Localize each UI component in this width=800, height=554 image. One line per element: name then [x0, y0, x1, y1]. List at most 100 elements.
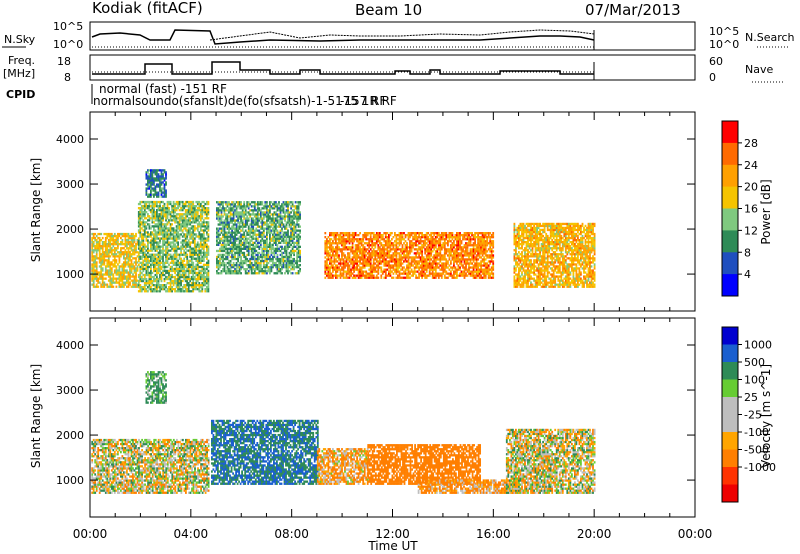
- heatmap-cell: [416, 276, 419, 279]
- heatmap-cell: [374, 268, 377, 271]
- heatmap-cell: [223, 257, 226, 261]
- heatmap-cell: [198, 249, 201, 252]
- heatmap-cell: [345, 260, 348, 263]
- heatmap-cell: [199, 277, 202, 281]
- heatmap-cell: [216, 227, 218, 230]
- heatmap-cell: [234, 221, 236, 224]
- heatmap-cell: [189, 249, 192, 252]
- heatmap-cell: [222, 221, 224, 224]
- heatmap-cell: [180, 257, 182, 260]
- heatmap-cell: [145, 269, 148, 273]
- heatmap-cell: [183, 205, 186, 208]
- heatmap-cell: [186, 245, 189, 248]
- heatmap-cell: [269, 209, 271, 212]
- heatmap-cell: [281, 268, 283, 271]
- heatmap-cell: [339, 240, 342, 243]
- heatmap-cell: [190, 290, 193, 293]
- heatmap-cell: [293, 213, 295, 216]
- heatmap-cell: [407, 258, 410, 261]
- heatmap-cell: [397, 264, 399, 267]
- heatmap-cell: [104, 241, 107, 244]
- heatmap-cell: [276, 239, 279, 242]
- heatmap-cell: [253, 264, 256, 267]
- heatmap-cell: [154, 231, 157, 234]
- heatmap-cell: [132, 285, 134, 288]
- heatmap-cell: [162, 269, 164, 273]
- heatmap-cell: [178, 273, 181, 277]
- heatmap-cell: [183, 249, 186, 252]
- heatmap-cell: [381, 252, 384, 255]
- heatmap-cell: [270, 213, 273, 216]
- heatmap-cell: [199, 237, 202, 240]
- heatmap-cell: [157, 185, 160, 188]
- heatmap-cell: [192, 227, 195, 230]
- heatmap-cell: [374, 254, 377, 257]
- heatmap-cell: [193, 253, 196, 256]
- heatmap-cell: [136, 255, 139, 258]
- heatmap-cell: [172, 215, 175, 218]
- heatmap-cell: [279, 217, 282, 220]
- heatmap-cell: [159, 286, 161, 289]
- heatmap-cell: [112, 249, 115, 252]
- heatmap-cell: [136, 243, 139, 246]
- heatmap-cell: [180, 249, 182, 252]
- heatmap-cell: [180, 217, 182, 220]
- heatmap-cell: [410, 240, 413, 243]
- heatmap-cell: [202, 200, 205, 204]
- heatmap-cell: [220, 231, 223, 234]
- heatmap-cell: [293, 211, 295, 214]
- heatmap-cell: [384, 262, 387, 265]
- heatmap-cell: [356, 238, 358, 241]
- heatmap-cell: [348, 272, 351, 275]
- heatmap-cell: [410, 262, 413, 265]
- heatmap-cell: [297, 255, 300, 259]
- heatmap-cell: [117, 277, 119, 280]
- heatmap-cell: [143, 225, 146, 228]
- heatmap-cell: [159, 205, 161, 208]
- heatmap-cell: [199, 273, 202, 277]
- heatmap-cell: [172, 261, 175, 264]
- heatmap-cell: [153, 263, 155, 266]
- heatmap-cell: [380, 260, 383, 263]
- heatmap-cell: [347, 256, 349, 259]
- heatmap-cell: [140, 275, 143, 279]
- nave-label: Nave: [745, 63, 773, 76]
- heatmap-cell: [181, 263, 184, 266]
- heatmap-cell: [272, 207, 274, 210]
- freq-tick-top: 18: [57, 55, 71, 68]
- heatmap-cell: [159, 237, 161, 240]
- heatmap-cell: [189, 211, 192, 214]
- heatmap-cell: [339, 274, 342, 277]
- heatmap-cell: [342, 254, 345, 257]
- heatmap-cell: [327, 270, 330, 273]
- heatmap-cell: [269, 255, 271, 259]
- heatmap-cell: [365, 234, 368, 237]
- heatmap-cell: [235, 261, 238, 265]
- heatmap-cell: [395, 242, 398, 245]
- heatmap-cell: [145, 267, 148, 271]
- heatmap-cell: [165, 265, 167, 269]
- heatmap-cell: [250, 205, 253, 208]
- heatmap-cell: [348, 248, 351, 251]
- heatmap-cell: [232, 255, 235, 259]
- heatmap-cell: [363, 234, 366, 237]
- heatmap-cell: [380, 254, 383, 257]
- heatmap-cell: [234, 223, 236, 226]
- heatmap-cell: [372, 236, 375, 239]
- heatmap-cell: [145, 273, 148, 277]
- heatmap-cell: [159, 179, 161, 182]
- heatmap-cell: [192, 251, 195, 254]
- heatmap-cell: [160, 200, 163, 204]
- heatmap-cell: [276, 270, 279, 273]
- heatmap-cell: [100, 247, 103, 250]
- heatmap-cell: [196, 207, 199, 210]
- heatmap-cell: [336, 248, 339, 251]
- heatmap-cell: [362, 236, 365, 239]
- heatmap-cell: [153, 169, 155, 172]
- heatmap-cell: [177, 213, 179, 216]
- heatmap-cell: [237, 270, 239, 273]
- heatmap-cell: [228, 229, 230, 232]
- heatmap-cell: [363, 274, 366, 277]
- heatmap-cell: [284, 239, 286, 242]
- heatmap-cell: [198, 259, 201, 262]
